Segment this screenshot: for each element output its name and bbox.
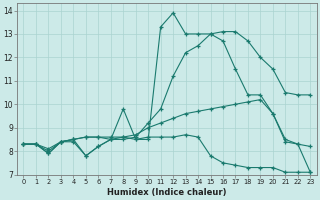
X-axis label: Humidex (Indice chaleur): Humidex (Indice chaleur) <box>107 188 227 197</box>
